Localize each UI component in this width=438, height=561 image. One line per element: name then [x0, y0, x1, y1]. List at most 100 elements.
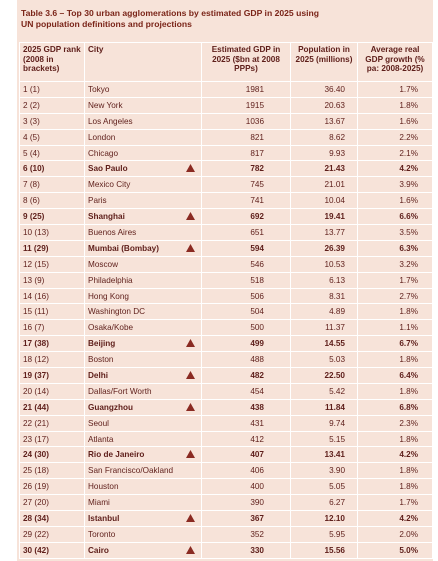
triangle — [186, 371, 195, 380]
rank-cell: 15 (11) — [19, 303, 85, 321]
population-cell: 4.89 — [290, 303, 358, 321]
city-cell: Beijing — [84, 335, 202, 353]
growth-cell: 1.6% — [357, 192, 433, 210]
table-row: 21 (44) Guangzhou 438 11.84 6.8% — [19, 398, 433, 416]
rank-cell: 19 (37) — [19, 367, 85, 384]
table-row: 14 (16) Hong Kong 506 8.31 2.7% — [19, 287, 433, 305]
city-cell: New York — [84, 96, 202, 114]
column-header: Average real GDP growth (% pa: 2008-2025… — [357, 42, 433, 82]
table: 2025 GDP rank (2008 in brackets) City Esti… — [19, 42, 433, 559]
rank-cell: 16 (7) — [19, 319, 85, 337]
city-cell: Mexico City — [84, 176, 202, 194]
table-row: 2 (2) New York 1915 20.63 1.8% — [19, 96, 433, 114]
growth-cell: 2.2% — [357, 128, 433, 146]
gdp-cell: 504 — [201, 303, 291, 321]
table-row: 23 (17) Atlanta 412 5.15 1.8% — [19, 430, 433, 448]
population-cell: 15.56 — [290, 541, 358, 559]
rising-marker — [186, 402, 195, 411]
gdp-cell: 352 — [201, 525, 291, 543]
table-row: 26 (19) Houston 400 5.05 1.8% — [19, 478, 433, 496]
population-cell: 5.03 — [290, 351, 358, 369]
city-cell: Delhi — [84, 367, 202, 384]
rank-cell: 18 (12) — [19, 351, 85, 369]
population-cell: 13.41 — [290, 446, 358, 464]
city-cell: Cairo — [84, 541, 202, 559]
city-cell: San Francisco/Oakland — [84, 462, 202, 480]
table-row: 17 (38) Beijing 499 14.55 6.7% — [19, 335, 433, 353]
gdp-cell: 406 — [201, 462, 291, 480]
table-row: 11 (29) Mumbai (Bombay) 594 26.39 6.3% — [19, 239, 433, 257]
rising-marker — [186, 371, 195, 380]
growth-cell: 1.1% — [357, 319, 433, 337]
city-cell: Mumbai (Bombay) — [84, 239, 202, 257]
triangle — [186, 450, 195, 459]
table-row: 7 (8) Mexico City 745 21.01 3.9% — [19, 176, 433, 194]
gdp-cell: 651 — [201, 224, 291, 241]
gdp-cell: 438 — [201, 398, 291, 416]
rising-marker — [186, 339, 195, 348]
growth-cell: 1.8% — [357, 430, 433, 448]
rank-cell: 4 (5) — [19, 128, 85, 146]
growth-cell: 1.8% — [357, 303, 433, 321]
growth-cell: 6.8% — [357, 398, 433, 416]
population-cell: 11.37 — [290, 319, 358, 337]
triangle — [186, 402, 195, 411]
table-row: 13 (9) Philadelphia 518 6.13 1.7% — [19, 271, 433, 289]
rank-cell: 3 (3) — [19, 112, 85, 130]
triangle — [186, 339, 195, 348]
table-row: 1 (1) Tokyo 1981 36.40 1.7% — [19, 81, 433, 98]
gdp-cell: 330 — [201, 541, 291, 559]
table-body: 1 (1) Tokyo 1981 36.40 1.7% 2 (2) New York 1915… — [19, 81, 433, 559]
growth-cell: 1.8% — [357, 478, 433, 496]
city-cell: London — [84, 128, 202, 146]
population-cell: 13.67 — [290, 112, 358, 130]
population-cell: 12.10 — [290, 510, 358, 527]
city-cell: Rio de Janeiro — [84, 446, 202, 464]
growth-cell: 1.7% — [357, 494, 433, 512]
rank-cell: 20 (14) — [19, 382, 85, 400]
rising-marker — [186, 450, 195, 459]
table-row: 12 (15) Moscow 546 10.53 3.2% — [19, 255, 433, 273]
population-cell: 19.41 — [290, 208, 358, 226]
growth-cell: 3.2% — [357, 255, 433, 273]
gdp-cell: 367 — [201, 510, 291, 527]
table-row: 30 (42) Cairo 330 15.56 5.0% — [19, 541, 433, 559]
population-cell: 6.27 — [290, 494, 358, 512]
gdp-cell: 782 — [201, 160, 291, 178]
growth-cell: 1.7% — [357, 81, 433, 98]
table-panel: Table 3.6 – Top 30 urban agglomerations … — [17, 0, 433, 561]
gdp-cell: 482 — [201, 367, 291, 384]
population-cell: 36.40 — [290, 81, 358, 98]
rank-cell: 7 (8) — [19, 176, 85, 194]
growth-cell: 2.1% — [357, 144, 433, 162]
table-row: 10 (13) Buenos Aires 651 13.77 3.5% — [19, 224, 433, 241]
population-cell: 8.31 — [290, 287, 358, 305]
gdp-cell: 692 — [201, 208, 291, 226]
population-cell: 5.15 — [290, 430, 358, 448]
column-header: 2025 GDP rank (2008 in brackets) — [19, 42, 85, 82]
table-row: 29 (22) Toronto 352 5.95 2.0% — [19, 525, 433, 543]
population-cell: 6.13 — [290, 271, 358, 289]
rising-marker — [186, 243, 195, 252]
population-cell: 21.01 — [290, 176, 358, 194]
rank-cell: 10 (13) — [19, 224, 85, 241]
growth-cell: 4.2% — [357, 446, 433, 464]
rank-cell: 14 (16) — [19, 287, 85, 305]
column-header: Population in 2025 (millions) — [290, 42, 358, 82]
rank-cell: 13 (9) — [19, 271, 85, 289]
city-cell: Miami — [84, 494, 202, 512]
gdp-cell: 1981 — [201, 81, 291, 98]
population-cell: 21.43 — [290, 160, 358, 178]
rank-cell: 2 (2) — [19, 96, 85, 114]
rank-cell: 12 (15) — [19, 255, 85, 273]
table-row: 22 (21) Seoul 431 9.74 2.3% — [19, 414, 433, 432]
rank-cell: 30 (42) — [19, 541, 85, 559]
rank-cell: 5 (4) — [19, 144, 85, 162]
growth-cell: 1.8% — [357, 351, 433, 369]
growth-cell: 4.2% — [357, 160, 433, 178]
gdp-cell: 431 — [201, 414, 291, 432]
population-cell: 9.74 — [290, 414, 358, 432]
population-cell: 5.95 — [290, 525, 358, 543]
growth-cell: 6.7% — [357, 335, 433, 353]
growth-cell: 1.8% — [357, 96, 433, 114]
